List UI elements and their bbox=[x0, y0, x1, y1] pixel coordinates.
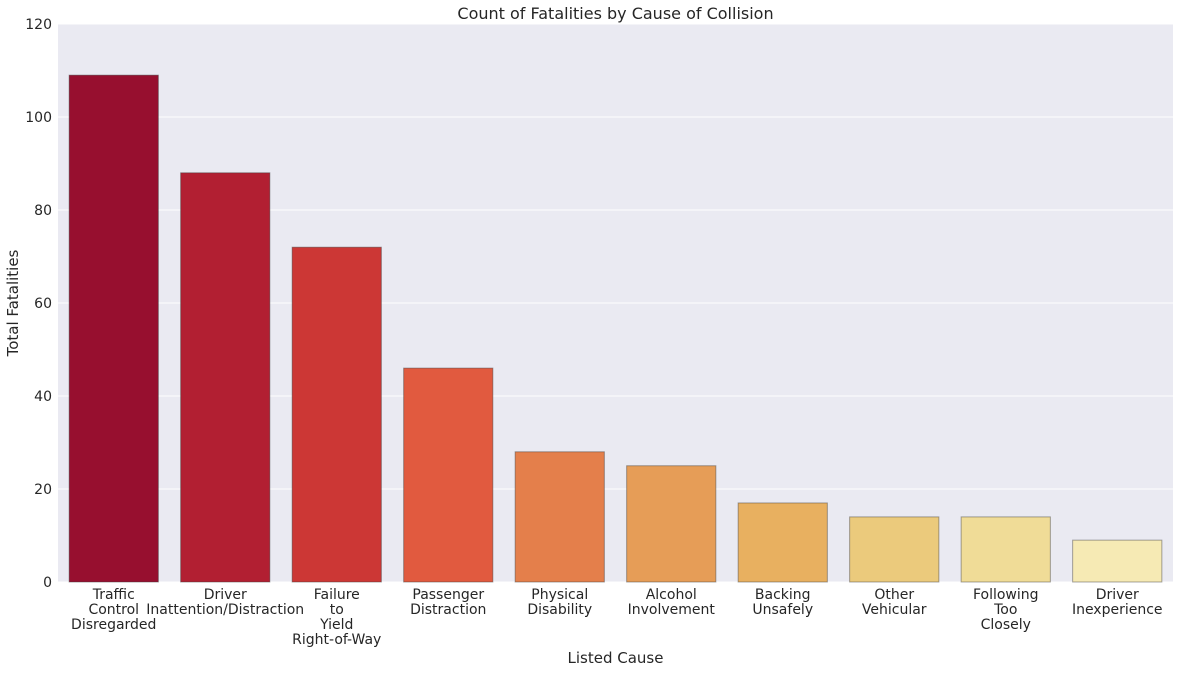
bar bbox=[960, 516, 1051, 583]
x-tick-label-line: Control bbox=[88, 602, 139, 618]
y-tick-label: 60 bbox=[34, 296, 52, 312]
x-tick-label: Alcohol Involvement bbox=[628, 587, 716, 618]
x-tick-label-line: Too bbox=[993, 602, 1017, 618]
chart-title: Count of Fatalities by Cause of Collisio… bbox=[457, 4, 773, 23]
x-tick-label-line: Yield bbox=[319, 617, 353, 633]
y-tick-label: 120 bbox=[25, 17, 52, 33]
x-tick-label-line: Physical bbox=[531, 587, 588, 603]
bar bbox=[626, 465, 717, 583]
x-tick-label-line: Other bbox=[874, 587, 914, 603]
x-tick-label-line: Unsafely bbox=[752, 602, 813, 618]
x-tick-label-line: Backing bbox=[755, 587, 811, 603]
y-tick-label: 0 bbox=[43, 575, 52, 591]
x-tick-label: Driver Inattention/Distraction bbox=[146, 587, 304, 618]
bar bbox=[403, 367, 494, 583]
bar bbox=[849, 516, 940, 583]
x-tick-label-line: Driver bbox=[204, 587, 247, 603]
x-tick-label-line: to bbox=[330, 602, 344, 618]
x-tick-label-line: Distraction bbox=[410, 602, 486, 618]
bar bbox=[180, 172, 271, 583]
bar bbox=[68, 74, 159, 583]
bars bbox=[68, 74, 1163, 583]
x-tick-label: Following Too Closely bbox=[973, 587, 1039, 633]
x-tick-label-line: Right-of-Way bbox=[292, 632, 381, 648]
x-tick-label-line: Inattention/Distraction bbox=[146, 602, 304, 618]
y-tick-labels: 0 20 40 60 80 100 120 bbox=[25, 17, 52, 591]
y-tick-label: 100 bbox=[25, 110, 52, 126]
bar bbox=[737, 502, 828, 583]
y-tick-label: 80 bbox=[34, 203, 52, 219]
y-tick-label: 20 bbox=[34, 482, 52, 498]
x-tick-label-line: Failure bbox=[314, 587, 360, 603]
x-tick-label-line: Inexperience bbox=[1072, 602, 1163, 618]
x-tick-label-line: Involvement bbox=[628, 602, 716, 618]
x-axis-label: Listed Cause bbox=[568, 649, 664, 667]
x-tick-label: Passenger Distraction bbox=[410, 587, 486, 618]
bar bbox=[514, 451, 605, 583]
x-tick-label: Other Vehicular bbox=[862, 587, 927, 618]
x-tick-label-line: Disability bbox=[527, 602, 592, 618]
x-tick-label: Failure to Yield Right-of-Way bbox=[292, 587, 381, 648]
x-tick-label: Physical Disability bbox=[527, 587, 592, 618]
x-tick-label: Backing Unsafely bbox=[752, 587, 813, 618]
x-tick-label-line: Driver bbox=[1096, 587, 1139, 603]
x-tick-label-line: Passenger bbox=[412, 587, 484, 603]
x-tick-label-line: Traffic bbox=[92, 587, 135, 603]
y-tick-label: 40 bbox=[34, 389, 52, 405]
bar bbox=[291, 246, 382, 583]
x-tick-label-line: Vehicular bbox=[862, 602, 927, 618]
bar bbox=[1072, 539, 1163, 583]
x-tick-label-line: Alcohol bbox=[646, 587, 697, 603]
x-tick-label-line: Disregarded bbox=[71, 617, 156, 633]
x-tick-label: Traffic Control Disregarded bbox=[71, 587, 156, 633]
x-tick-label: Driver Inexperience bbox=[1072, 587, 1163, 618]
x-tick-label-line: Closely bbox=[981, 617, 1031, 633]
x-tick-label-line: Following bbox=[973, 587, 1039, 603]
y-axis-label: Total Fatalities bbox=[4, 249, 22, 357]
